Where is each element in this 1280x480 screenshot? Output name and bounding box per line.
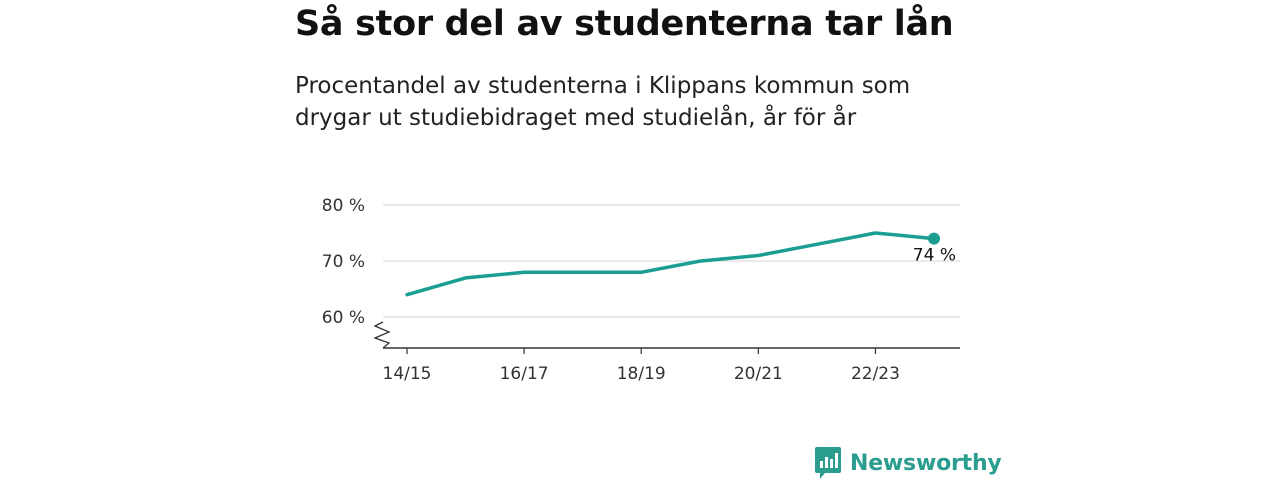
x-tick-label: 18/19: [617, 364, 666, 384]
x-tick-label: 14/15: [383, 364, 432, 384]
brand-logo: Newsworthy: [814, 446, 1002, 480]
x-tick-label: 20/21: [734, 364, 783, 384]
y-tick-label: 60 %: [322, 308, 365, 328]
x-tick-label: 22/23: [851, 364, 900, 384]
y-tick-label: 70 %: [322, 252, 365, 272]
series-line: [405, 231, 936, 297]
y-tick-label: 80 %: [322, 196, 365, 216]
last-value-label: 74 %: [913, 246, 956, 266]
last-data-point: [928, 232, 940, 245]
chart-subtitle: Procentandel av studenterna i Klippans k…: [295, 73, 911, 131]
axis-break-icon: [373, 321, 391, 349]
chart-title: Så stor del av studenterna tar lån: [295, 4, 954, 44]
brand-name: Newsworthy: [850, 450, 1002, 476]
newsworthy-logo-icon: [815, 447, 841, 479]
x-tick-label: 16/17: [500, 364, 549, 384]
